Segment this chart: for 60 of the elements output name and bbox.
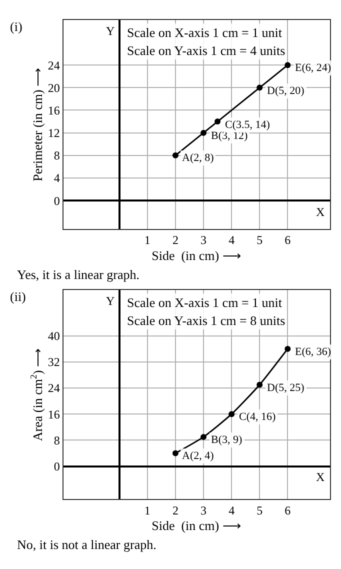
- annotation: B(3, 12): [211, 130, 248, 142]
- y-tick-label: 0: [54, 460, 60, 474]
- annotation: E(6, 24): [295, 62, 332, 74]
- y-tick-label: 8: [54, 433, 60, 448]
- y-axis-title: Perimeter (in cm) ⟶: [30, 67, 45, 182]
- annotation: Y: [106, 294, 115, 308]
- point: [256, 382, 263, 388]
- x-axis-title: Side (in cm) ⟶: [152, 518, 242, 533]
- annotation: D(5, 20): [267, 85, 305, 97]
- point: [284, 62, 291, 68]
- annotation: Scale on Y-axis 1 cm = 8 units: [127, 313, 286, 328]
- annotation: X: [316, 470, 325, 484]
- y-tick-label: 4: [54, 171, 60, 186]
- annotation: D(5, 25): [267, 382, 305, 394]
- point: [284, 346, 291, 352]
- x-tick-label: 6: [284, 233, 291, 248]
- x-tick-label: 4: [228, 233, 235, 248]
- x-tick-label: 3: [200, 233, 207, 248]
- y-tick-label: 8: [54, 148, 60, 163]
- x-tick-label: 4: [228, 503, 235, 518]
- annotation: Scale on Y-axis 1 cm = 4 units: [127, 43, 286, 58]
- y-tick-label: 24: [48, 381, 60, 396]
- x-tick-label: 6: [284, 503, 291, 518]
- x-axis-title: Side (in cm) ⟶: [152, 248, 242, 263]
- y-tick-label: 16: [48, 407, 60, 422]
- annotation: C(4, 16): [239, 411, 276, 423]
- x-tick-label: 2: [172, 503, 178, 518]
- point: [228, 411, 235, 418]
- annotation: C(3.5, 14): [225, 119, 270, 131]
- x-tick-label: 1: [144, 503, 150, 518]
- y-tick-label: 40: [48, 328, 60, 343]
- x-tick-label: 3: [200, 503, 207, 518]
- annotation: Y: [106, 24, 115, 38]
- text: (i): [10, 19, 22, 34]
- text: (ii): [10, 289, 26, 304]
- y-tick-label: 32: [48, 355, 60, 370]
- y-tick-label: 24: [48, 58, 60, 72]
- x-tick-label: 1: [144, 233, 150, 248]
- point: [200, 434, 207, 440]
- text: No, it is not a linear graph.: [17, 537, 156, 552]
- annotation: X: [316, 205, 325, 219]
- annotation: E(6, 36): [295, 346, 332, 358]
- point: [200, 130, 207, 136]
- point: [256, 84, 263, 91]
- x-tick-label: 2: [172, 233, 178, 248]
- annotation: B(3, 9): [211, 434, 242, 446]
- x-tick-label: 5: [256, 233, 263, 248]
- point: [172, 450, 178, 456]
- y-tick-label: 20: [48, 80, 60, 95]
- y-tick-label: 0: [54, 194, 60, 208]
- point: [214, 118, 221, 125]
- annotation: A(2, 8): [182, 152, 214, 164]
- annotation: Scale on X-axis 1 cm = 1 unit: [127, 295, 282, 310]
- text: Yes, it is a linear graph.: [17, 267, 140, 282]
- annotation: A(2, 4): [182, 450, 214, 462]
- y-tick-label: 16: [48, 103, 60, 118]
- x-tick-label: 5: [256, 503, 263, 518]
- y-tick-label: 12: [48, 126, 60, 140]
- point: [172, 152, 178, 158]
- annotation: Scale on X-axis 1 cm = 1 unit: [127, 25, 282, 40]
